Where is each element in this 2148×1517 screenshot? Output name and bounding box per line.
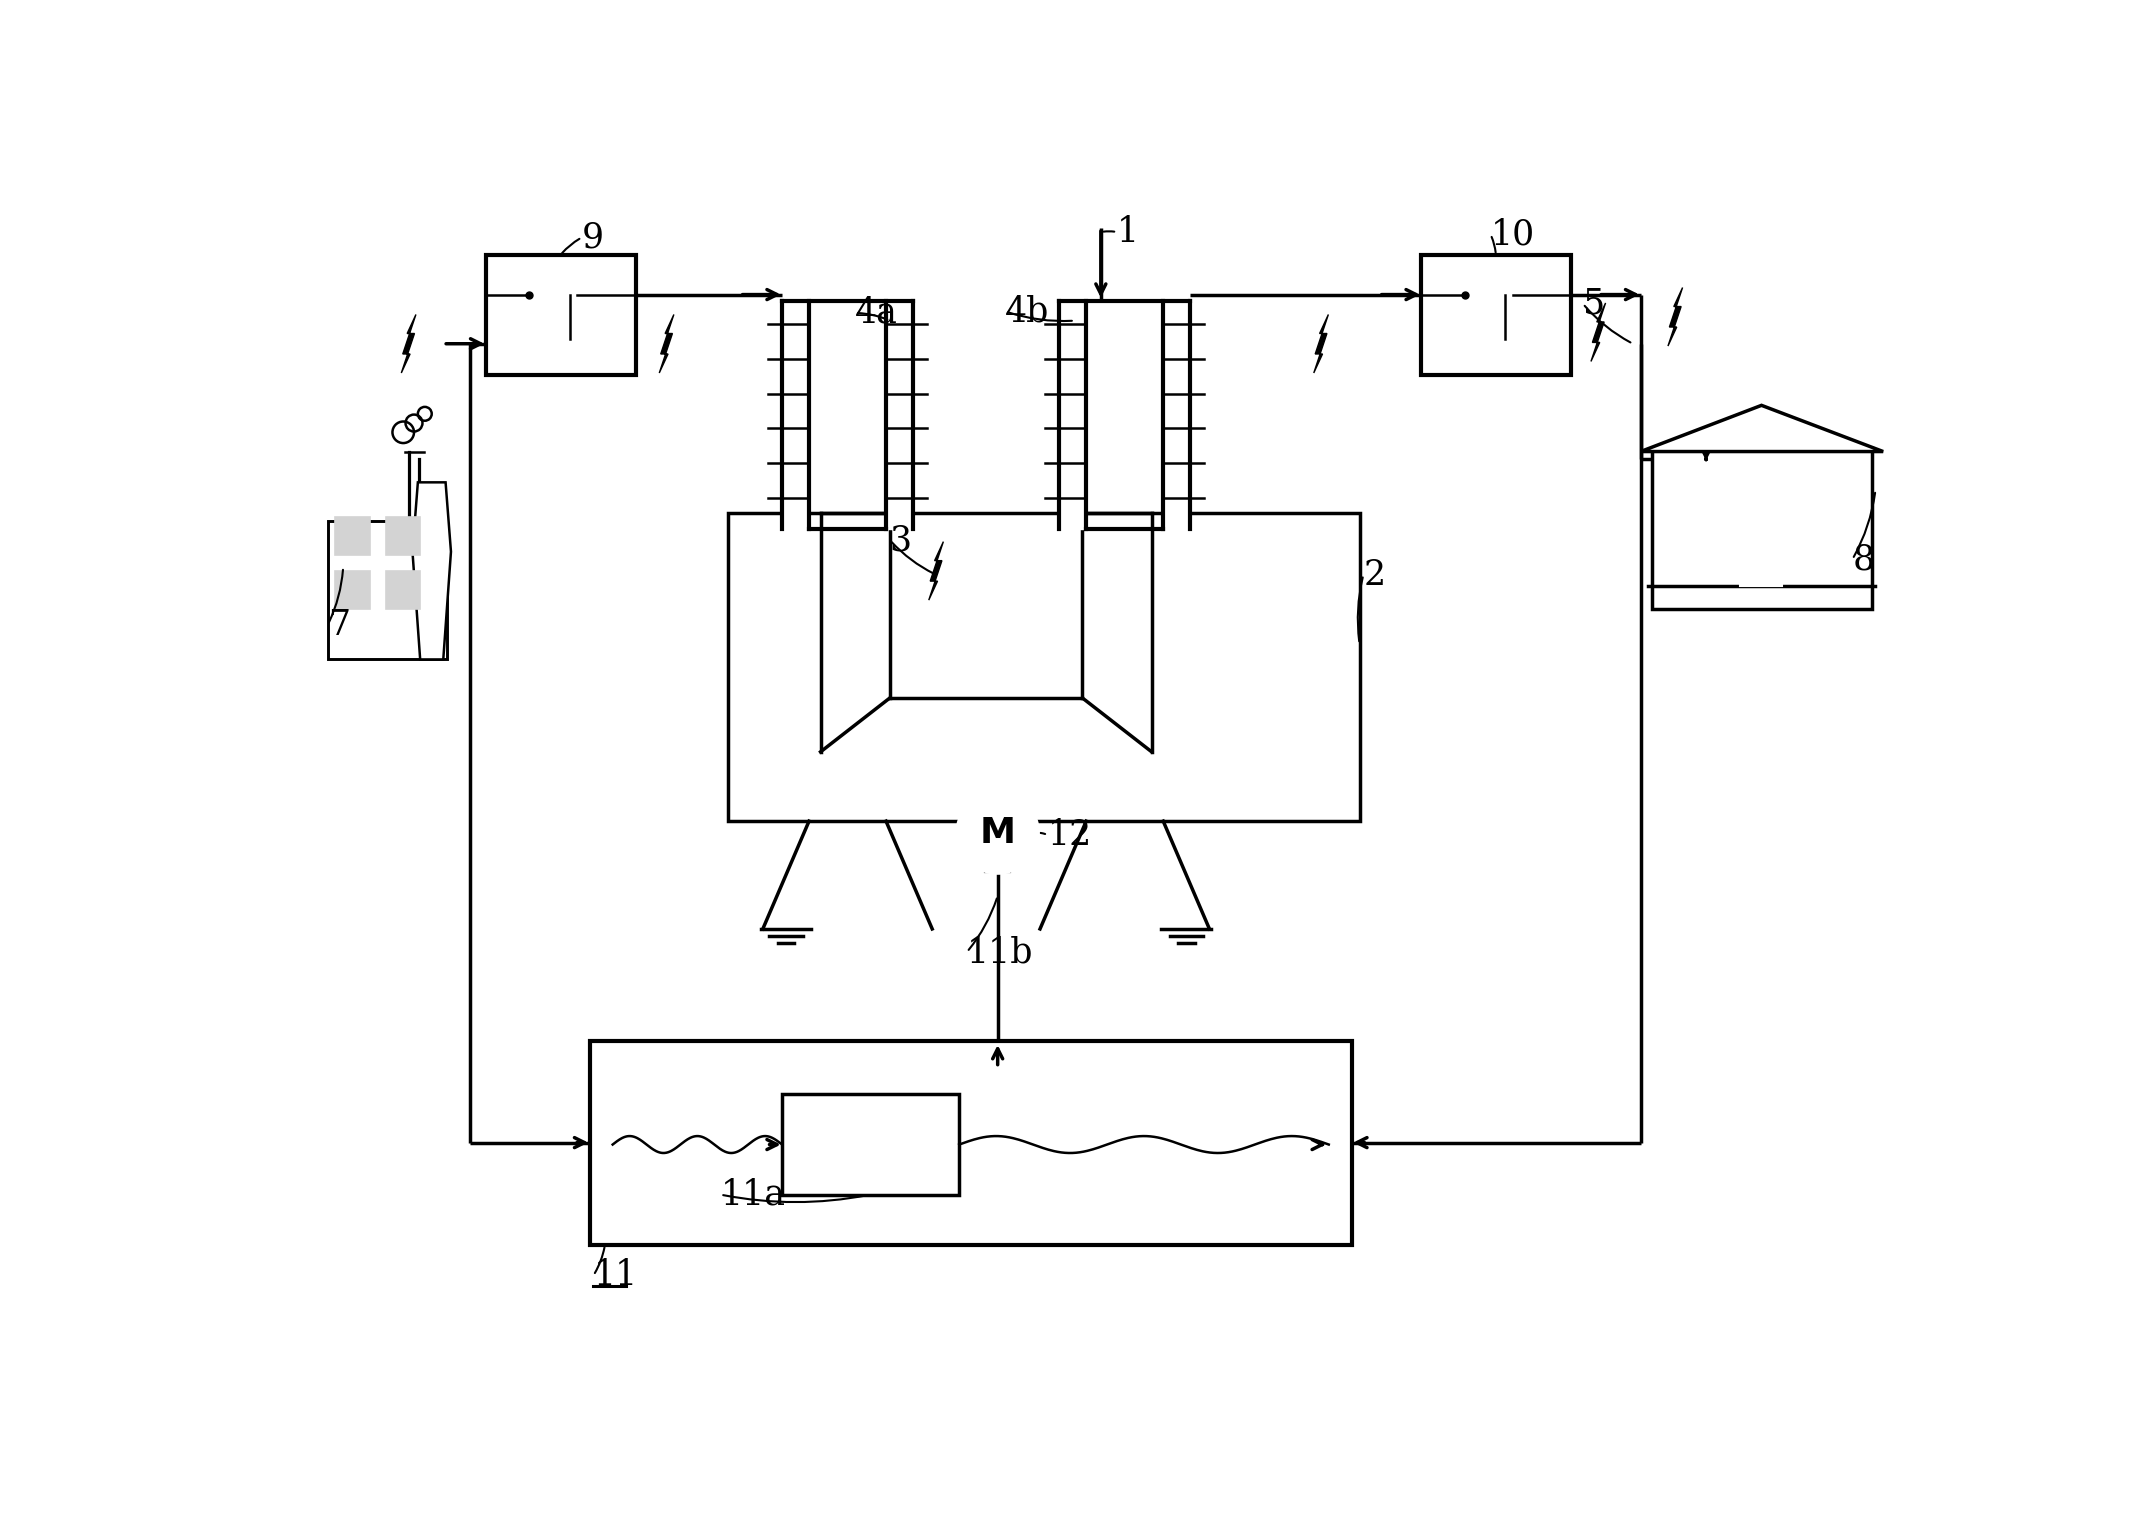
- Text: 9: 9: [582, 220, 604, 255]
- Text: 8: 8: [1852, 543, 1875, 576]
- Polygon shape: [928, 542, 943, 601]
- Bar: [335, 570, 369, 610]
- Bar: [384, 570, 421, 610]
- Bar: [1740, 531, 1783, 586]
- Text: 3: 3: [889, 523, 913, 557]
- Bar: [728, 513, 1360, 821]
- Bar: [1794, 536, 1834, 576]
- Polygon shape: [402, 314, 417, 373]
- Text: 4a: 4a: [855, 296, 898, 329]
- Bar: [1667, 536, 1706, 576]
- Text: 10: 10: [1491, 217, 1534, 252]
- Polygon shape: [659, 314, 674, 373]
- Bar: [1667, 467, 1706, 507]
- Bar: [485, 255, 636, 375]
- Polygon shape: [1592, 303, 1605, 361]
- Text: 11b: 11b: [967, 934, 1033, 969]
- Bar: [589, 1041, 1351, 1244]
- Bar: [335, 517, 369, 555]
- Polygon shape: [1164, 302, 1190, 528]
- Bar: [329, 520, 447, 660]
- Bar: [1652, 448, 1871, 610]
- Text: M: M: [979, 816, 1016, 850]
- Polygon shape: [782, 302, 810, 528]
- Bar: [1729, 536, 1770, 576]
- Bar: [384, 517, 421, 555]
- Text: 11: 11: [593, 1259, 638, 1292]
- Polygon shape: [782, 300, 913, 302]
- Polygon shape: [412, 482, 451, 660]
- Text: 4b: 4b: [1005, 294, 1050, 328]
- Text: 11a: 11a: [720, 1177, 786, 1212]
- Bar: [1794, 467, 1834, 507]
- Polygon shape: [885, 302, 913, 528]
- Bar: [782, 1094, 960, 1194]
- Bar: [1422, 255, 1572, 375]
- Polygon shape: [1059, 302, 1087, 528]
- Polygon shape: [1315, 314, 1327, 373]
- Text: 7: 7: [329, 608, 350, 642]
- Polygon shape: [1059, 300, 1190, 302]
- Text: 1: 1: [1117, 215, 1138, 249]
- Text: 12: 12: [1048, 818, 1091, 853]
- Text: 5: 5: [1583, 287, 1605, 320]
- Polygon shape: [1669, 288, 1682, 346]
- Text: 2: 2: [1364, 558, 1385, 592]
- Polygon shape: [1641, 405, 1884, 452]
- Bar: [1729, 467, 1770, 507]
- Circle shape: [958, 793, 1037, 872]
